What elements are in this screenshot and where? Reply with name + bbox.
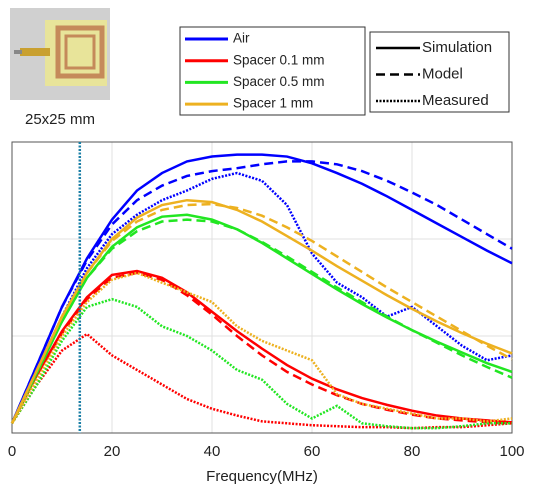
image-caption: 25x25 mm [25,111,95,128]
data-line [10,271,513,424]
antenna-photo [10,8,110,100]
data-line [10,297,512,430]
x-axis-title: Frequency(MHz) [206,468,318,485]
data-line [10,213,513,424]
legend-label: Model [422,65,463,82]
legend-label: Spacer 1 mm [233,96,313,111]
legend-label: Simulation [422,39,492,56]
data-line [10,198,513,424]
plot-frame [11,141,513,434]
x-tick-label: 40 [204,443,221,460]
x-tick-label: 100 [499,443,524,460]
x-tick-label: 20 [104,443,121,460]
x-tick-label: 80 [404,443,421,460]
series-legend [179,26,366,116]
data-line [10,269,513,424]
x-tick-label: 0 [8,443,16,460]
data-line [10,171,513,424]
data-line [10,160,513,424]
data-line [10,202,513,424]
style-legend [369,31,510,113]
data-line [10,153,513,424]
legend-label: Air [233,31,250,46]
legend-label: Spacer 0.1 mm [233,52,325,67]
data-line [10,218,513,424]
x-tick-label: 60 [304,443,321,460]
legend-label: Measured [422,92,489,109]
legend-label: Spacer 0.5 mm [233,74,325,89]
